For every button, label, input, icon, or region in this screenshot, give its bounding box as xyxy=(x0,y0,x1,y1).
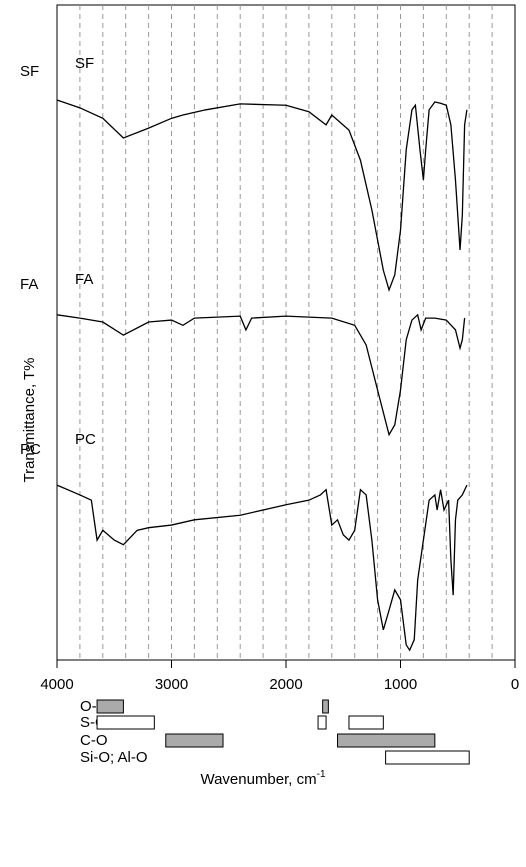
series-label: FA xyxy=(75,271,93,288)
x-axis-label: Wavenumber, cm-1 xyxy=(200,769,325,788)
band-range xyxy=(165,733,224,748)
series-label: PC xyxy=(75,431,96,448)
band-label: C-O xyxy=(80,732,108,749)
series-side-label: SF xyxy=(20,63,39,80)
band-range xyxy=(96,699,124,714)
spectrum-line xyxy=(56,99,468,292)
y-axis-label: Transmittance, T% xyxy=(21,357,38,482)
series-side-label: FA xyxy=(20,276,38,293)
x-tick-label: 3000 xyxy=(155,676,188,693)
band-range xyxy=(96,715,155,730)
spectrum-line xyxy=(56,484,468,652)
series-side-label: PC xyxy=(20,441,41,458)
x-tick-label: 4000 xyxy=(40,676,73,693)
spectrum-line xyxy=(56,313,466,437)
band-range xyxy=(337,733,436,748)
band-range xyxy=(322,699,329,714)
x-tick-label: 2000 xyxy=(269,676,302,693)
series-label: SF xyxy=(75,55,94,72)
x-label-superscript: -1 xyxy=(317,769,326,780)
band-range xyxy=(317,715,327,730)
x-tick-label: 0 xyxy=(511,676,519,693)
band-range xyxy=(385,750,470,765)
x-label-main: Wavenumber, cm xyxy=(200,771,316,788)
x-tick-label: 1000 xyxy=(384,676,417,693)
band-range xyxy=(348,715,384,730)
band-label: Si-O; Al-O xyxy=(80,749,148,766)
